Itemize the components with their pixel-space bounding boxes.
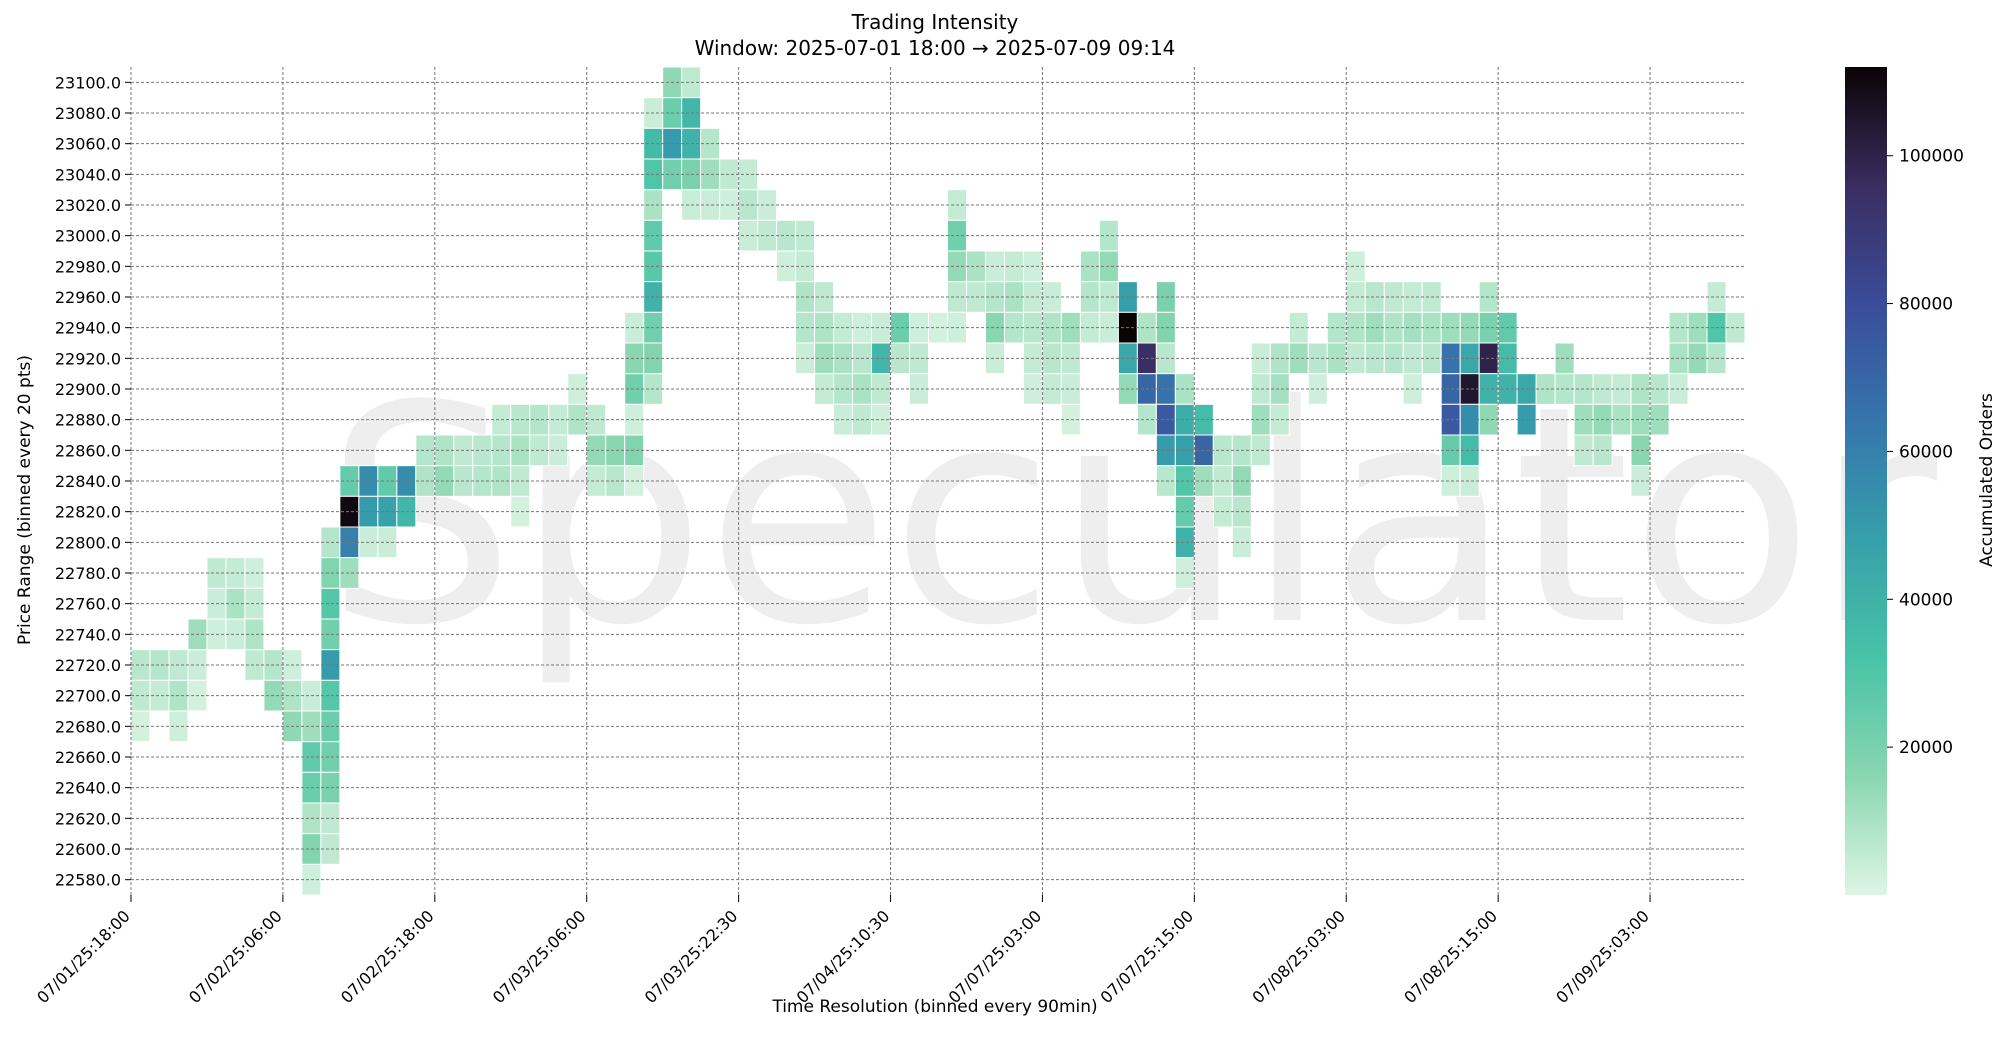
x-tick-label: 07/02/25:06:00 bbox=[185, 906, 286, 1007]
grid-lines bbox=[130, 67, 1745, 895]
colorbar-ticks: 20000 40000 60000 80000 100000 bbox=[1887, 147, 1964, 758]
y-axis: 23100.0 23080.0 23060.0 23040.0 23020.0 23000… bbox=[55, 73, 131, 890]
x-tick-label: 07/07/25:15:00 bbox=[1097, 906, 1198, 1007]
heatmap-cell bbox=[1459, 465, 1480, 497]
y-tick-label: 22760.0 bbox=[55, 595, 121, 614]
y-tick-label: 22600.0 bbox=[55, 840, 121, 859]
y-tick-label: 23000.0 bbox=[55, 227, 121, 246]
y-tick-label: 23040.0 bbox=[55, 165, 121, 184]
y-tick-label: 22680.0 bbox=[55, 717, 121, 736]
heatmap-cell bbox=[320, 833, 341, 865]
heatmap-cell bbox=[510, 495, 531, 528]
heatmap-cell bbox=[984, 342, 1005, 375]
y-tick-label: 22700.0 bbox=[55, 687, 121, 706]
y-tick-label: 22740.0 bbox=[55, 625, 121, 644]
colorbar-gradient bbox=[1845, 67, 1887, 895]
x-tick-label: 07/02/25:18:00 bbox=[337, 906, 438, 1007]
y-tick-label: 22780.0 bbox=[55, 564, 121, 583]
y-tick-label: 22900.0 bbox=[55, 380, 121, 399]
colorbar-tick-label: 80000 bbox=[1899, 295, 1953, 315]
colorbar: 20000 40000 60000 80000 100000 Accumulated O… bbox=[1845, 67, 1997, 895]
y-tick-label: 22980.0 bbox=[55, 257, 121, 276]
y-tick-label: 23100.0 bbox=[55, 73, 121, 92]
x-tick-label: 07/04/25:10:30 bbox=[793, 906, 894, 1007]
x-axis-label: Time Resolution (binned every 90min) bbox=[771, 997, 1097, 1017]
x-tick-label: 07/01/25:18:00 bbox=[33, 906, 134, 1007]
colorbar-label: Accumulated Orders bbox=[1977, 393, 1997, 567]
colorbar-tick-label: 20000 bbox=[1899, 738, 1953, 758]
heatmap-cell bbox=[1269, 403, 1290, 436]
y-tick-label: 23020.0 bbox=[55, 196, 121, 215]
y-tick-label: 22880.0 bbox=[55, 411, 121, 430]
y-tick-label: 22940.0 bbox=[55, 319, 121, 338]
x-tick-label: 07/07/25:03:00 bbox=[945, 906, 1046, 1007]
y-tick-label: 22580.0 bbox=[55, 871, 121, 890]
x-tick-label: 07/08/25:15:00 bbox=[1400, 906, 1501, 1007]
y-tick-label: 22960.0 bbox=[55, 288, 121, 307]
colorbar-tick-label: 100000 bbox=[1899, 147, 1964, 167]
x-axis: 07/01/25:18:00 07/02/25:06:00 07/02/25:18:… bbox=[33, 895, 1653, 1007]
x-tick-label: 07/03/25:06:00 bbox=[489, 906, 590, 1007]
colorbar-tick-label: 60000 bbox=[1899, 442, 1953, 462]
chart-title: Trading Intensity bbox=[851, 10, 1019, 34]
y-tick-label: 22820.0 bbox=[55, 503, 121, 522]
colorbar-tick-label: 40000 bbox=[1899, 590, 1953, 610]
plot-area: Speculator bbox=[130, 66, 1940, 896]
x-tick-label: 07/03/25:22:30 bbox=[641, 906, 742, 1007]
x-tick-label: 07/09/25:03:00 bbox=[1552, 906, 1653, 1007]
chart-subtitle: Window: 2025-07-01 18:00 → 2025-07-09 09… bbox=[695, 36, 1176, 60]
y-tick-label: 22800.0 bbox=[55, 533, 121, 552]
y-tick-label: 22620.0 bbox=[55, 809, 121, 828]
x-tick-label: 07/08/25:03:00 bbox=[1248, 906, 1349, 1007]
y-tick-label: 22860.0 bbox=[55, 441, 121, 460]
y-tick-label: 23080.0 bbox=[55, 104, 121, 123]
y-axis-label: Price Range (binned every 20 pts) bbox=[15, 355, 35, 645]
y-tick-label: 22640.0 bbox=[55, 779, 121, 798]
y-tick-label: 22840.0 bbox=[55, 472, 121, 491]
y-tick-label: 22720.0 bbox=[55, 656, 121, 675]
y-tick-label: 22660.0 bbox=[55, 748, 121, 767]
y-tick-label: 22920.0 bbox=[55, 349, 121, 368]
y-tick-label: 23060.0 bbox=[55, 135, 121, 154]
